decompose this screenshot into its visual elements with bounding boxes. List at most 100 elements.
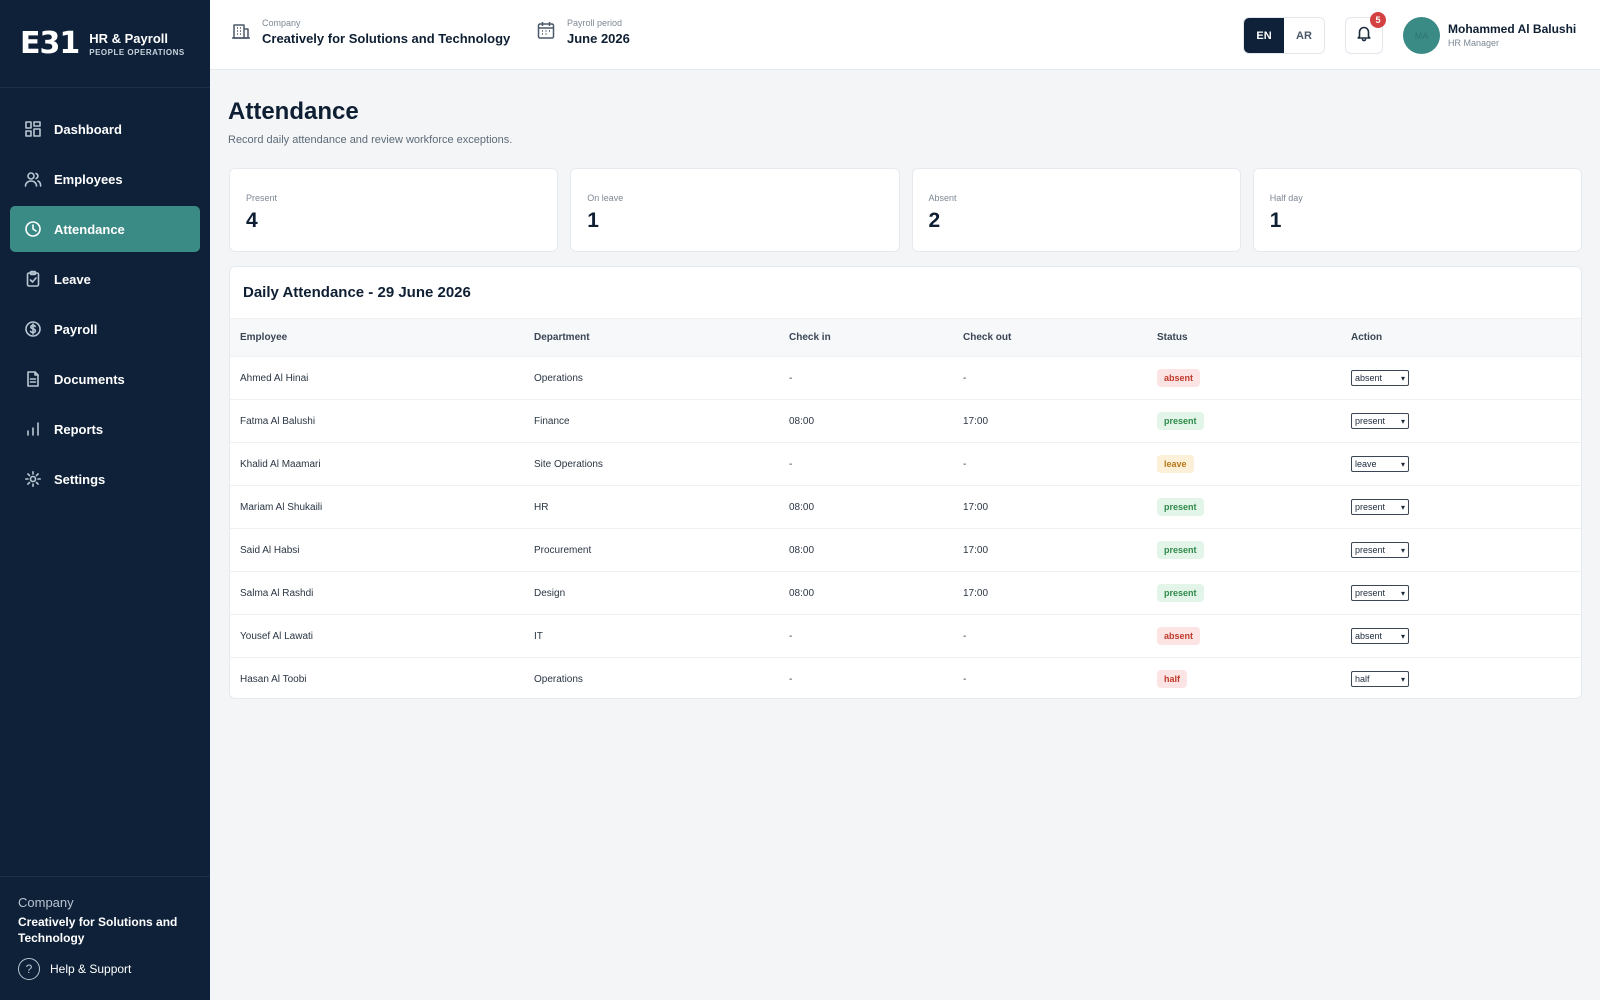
bar-chart-icon — [24, 420, 42, 438]
notification-badge: 5 — [1370, 12, 1386, 28]
status-badge: present — [1157, 584, 1204, 602]
page-subtitle: Record daily attendance and review workf… — [228, 134, 513, 146]
chevron-down-icon: ▾ — [1400, 373, 1405, 383]
attendance-table: Employee Department Check in Check out S… — [230, 318, 1581, 699]
help-icon: ? — [18, 958, 40, 980]
status-badge: absent — [1157, 627, 1201, 645]
action-select[interactable]: half ▾ — [1351, 671, 1409, 688]
company-label: Company — [262, 18, 301, 28]
check-out-cell: 17:00 — [953, 485, 1147, 529]
sidebar-item-label: Reports — [54, 421, 104, 437]
action-select[interactable]: present ▾ — [1351, 499, 1409, 515]
users-icon — [24, 170, 42, 188]
user-name: Mohammed Al Balushi — [1448, 22, 1577, 36]
action-select[interactable]: absent ▾ — [1351, 628, 1409, 644]
dollar-icon — [24, 320, 42, 338]
employee-cell: Ahmed Al Hinai — [230, 356, 524, 400]
check-in-cell: - — [779, 614, 953, 658]
user-role: HR Manager — [1448, 38, 1500, 48]
help-support-link[interactable]: ? Help & Support — [18, 958, 192, 980]
stat-card-on-leave: On leave 1 — [570, 168, 900, 252]
table-row: Hasan Al Toobi Operations - - half half ▾ — [230, 658, 1581, 699]
department-cell: Finance — [524, 399, 779, 443]
sidebar-item-label: Leave — [54, 271, 91, 287]
action-select[interactable]: absent ▾ — [1351, 370, 1409, 386]
action-select[interactable]: leave ▾ — [1351, 456, 1409, 472]
check-in-cell: 08:00 — [779, 485, 953, 529]
sidebar-item-dashboard[interactable]: Dashboard — [10, 106, 200, 152]
sidebar-item-label: Employees — [54, 171, 123, 187]
bell-icon — [1355, 24, 1373, 47]
stat-card-half-day: Half day 1 — [1252, 168, 1582, 252]
status-badge: present — [1157, 412, 1204, 430]
sidebar-item-employees[interactable]: Employees — [10, 156, 200, 202]
page-title: Attendance — [228, 98, 359, 125]
status-badge: absent — [1157, 369, 1201, 387]
company-selector[interactable]: Company Creatively for Solutions and Tec… — [230, 18, 510, 46]
sidebar-footer: Company Creatively for Solutions and Tec… — [0, 876, 210, 1000]
lang-ar-button[interactable]: AR — [1284, 18, 1324, 53]
employee-cell: Yousef Al Lawati — [230, 614, 524, 658]
chevron-down-icon: ▾ — [1400, 459, 1405, 469]
brand-logo: E31 — [20, 26, 80, 61]
payroll-period-value: June 2026 — [567, 31, 630, 46]
sidebar-item-label: Attendance — [54, 221, 125, 237]
daily-attendance-card: Daily Attendance - 29 June 2026 Employee… — [229, 266, 1582, 699]
action-select[interactable]: present ▾ — [1351, 542, 1409, 558]
check-in-cell: - — [779, 356, 953, 400]
stat-label: Present — [246, 193, 278, 203]
check-out-cell: - — [953, 356, 1147, 400]
action-select-value: present — [1355, 502, 1386, 512]
department-cell: Operations — [534, 673, 583, 685]
table-row: Khalid Al Maamari Site Operations - - le… — [230, 442, 1581, 486]
notifications-button[interactable] — [1345, 17, 1383, 54]
status-badge: leave — [1157, 455, 1194, 473]
sidebar-item-reports[interactable]: Reports — [10, 406, 200, 452]
sidebar-item-payroll[interactable]: Payroll — [10, 306, 200, 352]
employee-cell: Salma Al Rashdi — [230, 571, 524, 615]
footer-company-label: Company — [18, 895, 74, 910]
action-select[interactable]: present ▾ — [1351, 413, 1409, 429]
check-in-cell: 08:00 — [779, 399, 953, 443]
sidebar-item-leave[interactable]: Leave — [10, 256, 200, 302]
sidebar-item-settings[interactable]: Settings — [10, 456, 200, 502]
action-select-value: absent — [1355, 373, 1383, 383]
action-select-value: present — [1355, 545, 1386, 555]
table-row: Fatma Al Balushi Finance 08:00 17:00 pre… — [230, 399, 1581, 443]
brand-title: HR & Payroll — [89, 30, 168, 46]
action-select-value: absent — [1355, 631, 1383, 641]
table-row: Said Al Habsi Procurement 08:00 17:00 pr… — [230, 528, 1581, 572]
daily-attendance-title: Daily Attendance - 29 June 2026 — [243, 284, 471, 301]
action-select-value: present — [1355, 416, 1386, 426]
status-badge: present — [1157, 498, 1204, 516]
avatar[interactable]: MA — [1403, 17, 1440, 54]
check-out-cell: 17:00 — [953, 399, 1147, 443]
department-cell: IT — [524, 614, 779, 658]
help-support-label: Help & Support — [50, 962, 132, 976]
stat-label: On leave — [587, 193, 624, 203]
brand-subtitle: PEOPLE OPERATIONS — [89, 47, 185, 57]
employee-cell: Khalid Al Maamari — [230, 442, 524, 486]
department-cell: Procurement — [524, 528, 779, 572]
sidebar-item-label: Payroll — [54, 321, 98, 337]
payroll-period-selector[interactable]: Payroll period June 2026 — [535, 18, 630, 46]
chevron-down-icon: ▾ — [1400, 502, 1405, 512]
language-toggle: EN AR — [1243, 17, 1325, 54]
payroll-period-label: Payroll period — [567, 18, 623, 28]
dashboard-icon — [24, 120, 42, 138]
calendar-icon — [535, 19, 557, 46]
column-header: Check in — [779, 318, 953, 357]
sidebar-item-attendance[interactable]: Attendance — [10, 206, 200, 252]
sidebar-item-documents[interactable]: Documents — [10, 356, 200, 402]
check-out-cell: 17:00 — [953, 528, 1147, 572]
check-out-cell: - — [953, 442, 1147, 486]
action-select[interactable]: present ▾ — [1351, 585, 1409, 601]
lang-en-button[interactable]: EN — [1244, 18, 1284, 53]
department-cell: Operations — [524, 356, 779, 400]
stat-label: Absent — [928, 193, 957, 203]
stat-label: Half day — [1269, 193, 1303, 203]
check-in-cell: 08:00 — [779, 528, 953, 572]
stat-value: 1 — [587, 209, 599, 232]
gear-icon — [24, 470, 42, 488]
document-icon — [24, 370, 42, 388]
